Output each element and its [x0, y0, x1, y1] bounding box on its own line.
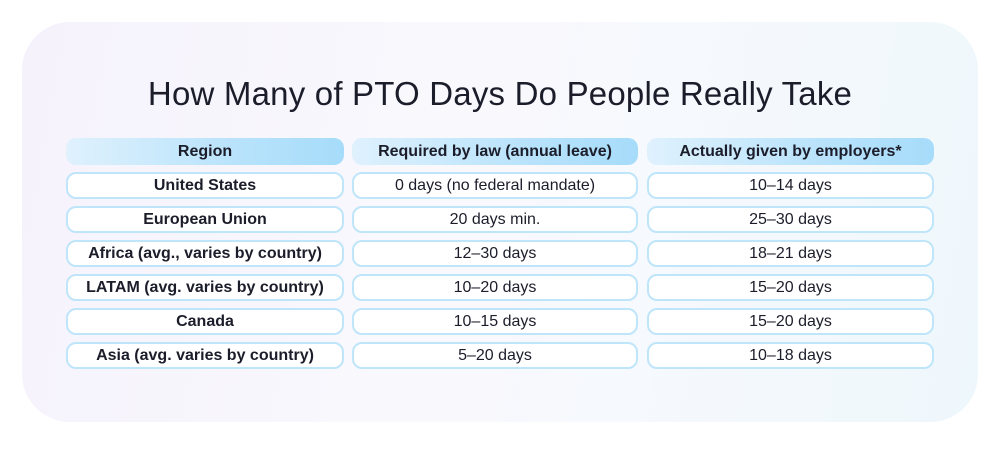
- header-region: Region: [66, 138, 344, 165]
- header-required-by-law: Required by law (annual leave): [352, 138, 638, 165]
- given-cell: 10–18 days: [647, 342, 934, 369]
- given-cell: 10–14 days: [647, 172, 934, 199]
- required-cell: 12–30 days: [352, 240, 638, 267]
- required-cell: 10–20 days: [352, 274, 638, 301]
- given-cell: 25–30 days: [647, 206, 934, 233]
- required-cell: 10–15 days: [352, 308, 638, 335]
- table-row: LATAM (avg. varies by country) 10–20 day…: [66, 274, 936, 301]
- table-row: Canada 10–15 days 15–20 days: [66, 308, 936, 335]
- table-row: Asia (avg. varies by country) 5–20 days …: [66, 342, 936, 369]
- table-row: Africa (avg., varies by country) 12–30 d…: [66, 240, 936, 267]
- table-row: European Union 20 days min. 25–30 days: [66, 206, 936, 233]
- table-row: United States 0 days (no federal mandate…: [66, 172, 936, 199]
- region-cell: European Union: [66, 206, 344, 233]
- page-title: How Many of PTO Days Do People Really Ta…: [147, 75, 853, 112]
- given-cell: 18–21 days: [647, 240, 934, 267]
- given-cell: 15–20 days: [647, 308, 934, 335]
- region-cell: LATAM (avg. varies by country): [66, 274, 344, 301]
- region-cell: Canada: [66, 308, 344, 335]
- required-cell: 20 days min.: [352, 206, 638, 233]
- region-cell: United States: [66, 172, 344, 199]
- given-cell: 15–20 days: [647, 274, 934, 301]
- header-given-by-employers: Actually given by employers*: [647, 138, 934, 165]
- region-cell: Asia (avg. varies by country): [66, 342, 344, 369]
- region-cell: Africa (avg., varies by country): [66, 240, 344, 267]
- required-cell: 5–20 days: [352, 342, 638, 369]
- pto-table: Region Required by law (annual leave) Ac…: [66, 138, 936, 376]
- required-cell: 0 days (no federal mandate): [352, 172, 638, 199]
- table-header-row: Region Required by law (annual leave) Ac…: [66, 138, 936, 165]
